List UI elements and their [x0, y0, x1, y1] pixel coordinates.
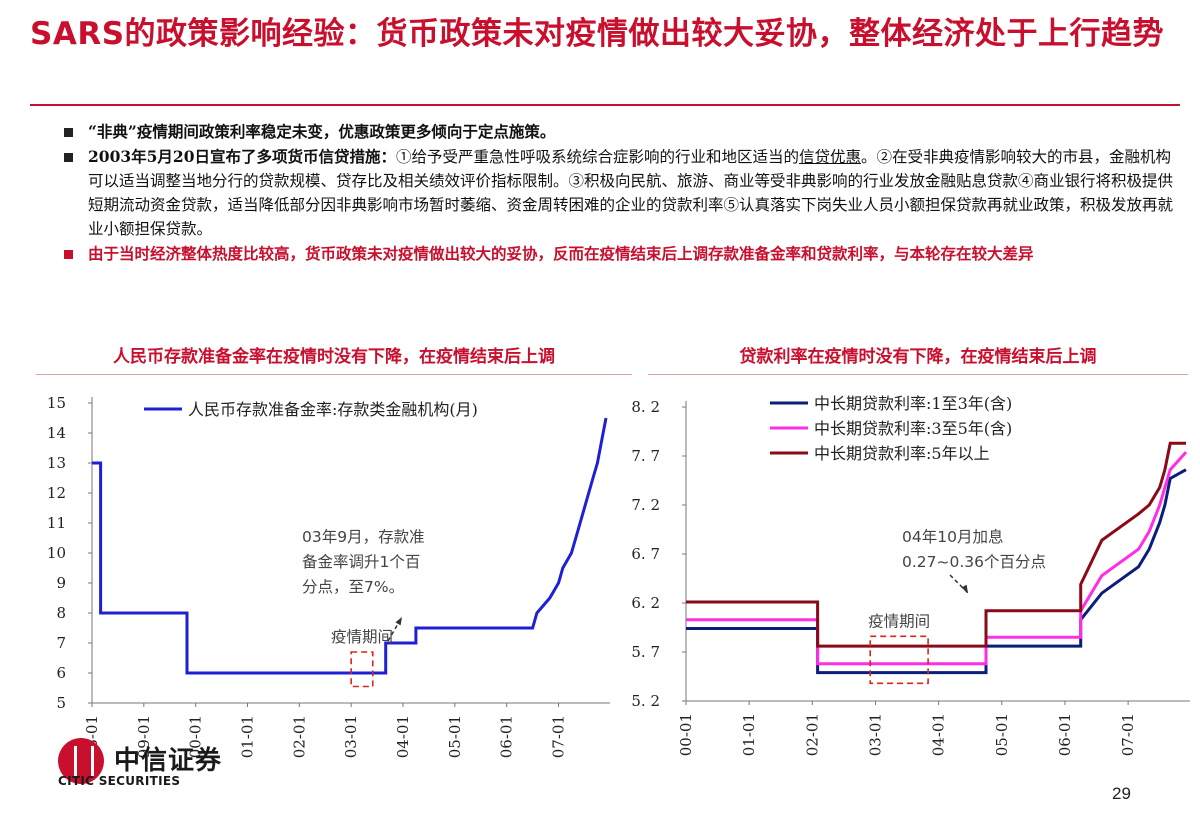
epidemic-period-label: 疫情期间	[331, 628, 393, 646]
logo-text-en: CITIC SECURITIES	[58, 774, 181, 788]
legend-label: 中长期贷款利率:5年以上	[814, 444, 990, 463]
callout-text: 0.27~0.36个百分点	[902, 553, 1046, 571]
y-tick-label: 7. 7	[631, 447, 660, 465]
y-tick-label: 6. 7	[631, 545, 660, 563]
x-tick-label: 04-01	[394, 715, 412, 758]
legend-label: 中长期贷款利率:1至3年(含)	[814, 394, 1012, 413]
callout-text: 备金率调升1个百	[302, 553, 420, 571]
page-title: SARS的政策影响经验：货币政策未对疫情做出较大妥协，整体经济处于上行趋势	[30, 16, 1165, 52]
bullet-text: “非典”疫情期间政策利率稳定未变，优惠政策更多倾向于定点施策。	[88, 122, 556, 141]
x-tick-label: 00-01	[677, 713, 695, 756]
legend-label: 人民币存款准备金率:存款类金融机构(月)	[188, 400, 478, 419]
x-tick-label: 07-01	[549, 715, 567, 758]
y-tick-label: 9	[56, 574, 66, 592]
x-tick-label: 06-01	[498, 715, 516, 758]
y-tick-label: 11	[47, 514, 66, 532]
page-number: 29	[1112, 784, 1131, 803]
x-tick-label: 03-01	[866, 713, 884, 756]
bullet-underline: 信贷优惠	[799, 148, 862, 166]
x-tick-label: 05-01	[993, 713, 1011, 756]
y-tick-label: 10	[47, 544, 66, 562]
y-tick-label: 6. 2	[631, 594, 660, 612]
series-line	[686, 451, 1188, 666]
y-tick-label: 13	[47, 454, 66, 472]
y-tick-label: 15	[47, 394, 66, 412]
citic-logo-icon	[58, 738, 104, 784]
x-tick-label: 01-01	[740, 713, 758, 756]
logo-text-cn: 中信证券	[114, 746, 223, 776]
company-logo: 中信证券 CITIC SECURITIES	[58, 738, 258, 794]
x-tick-label: 05-01	[446, 715, 464, 758]
right-chart-title: 贷款利率在疫情时没有下降，在疫情结束后上调	[648, 340, 1188, 375]
callout-text: 分点，至7%。	[302, 578, 404, 596]
x-tick-label: 02-01	[803, 713, 821, 756]
arrow-head-icon	[961, 584, 968, 593]
title-divider	[30, 104, 1180, 106]
epidemic-period-box	[869, 635, 929, 685]
callout-text: 03年9月，存款准	[302, 528, 425, 546]
arrow-head-icon	[395, 617, 402, 626]
y-tick-label: 5	[56, 694, 66, 712]
y-tick-label: 8. 2	[631, 398, 660, 416]
x-tick-label: 00-01	[187, 715, 205, 758]
bullet-text: ①给予受严重急性呼吸系统综合症影响的行业和地区适当的	[396, 148, 800, 166]
bullet-lead: 2003年5月20日宣布了多项货币信贷措施：	[88, 147, 396, 166]
legend-label: 中长期贷款利率:3至5年(含)	[814, 419, 1012, 438]
loan-rate-chart: 5. 2 5. 7 6. 2 6. 7 7. 2 7. 7 8. 2 00-01 01-01 02…	[631, 394, 1190, 756]
bullet-item: 由于当时经济整体热度比较高，货币政策未对疫情做出较大的妥协，反而在疫情结束后上调…	[64, 242, 1184, 266]
series-line	[686, 441, 1186, 648]
y-tick-label: 12	[47, 484, 66, 502]
y-tick-label: 8	[56, 604, 66, 622]
x-tick-label: 06-01	[1056, 713, 1074, 756]
x-tick-label: 99-01	[135, 715, 153, 758]
bullet-text: 由于当时经济整体热度比较高，货币政策未对疫情做出较大的妥协，反而在疫情结束后上调…	[88, 244, 1034, 263]
square-bullet-icon	[64, 250, 73, 259]
x-tick-label: 02-01	[290, 715, 308, 758]
series-line	[92, 417, 608, 675]
x-tick-label: 03-01	[342, 715, 360, 758]
x-tick-label: 04-01	[930, 713, 948, 756]
epidemic-period-label: 疫情期间	[868, 612, 930, 630]
square-bullet-icon	[64, 153, 73, 162]
callout-text: 04年10月加息	[902, 528, 1003, 546]
bullet-item: 2003年5月20日宣布了多项货币信贷措施：①给予受严重急性呼吸系统综合症影响的…	[64, 145, 1184, 241]
epidemic-period-box	[350, 651, 374, 688]
bullet-text: 。②在受非典疫情影响较大的市县，金融机构可以适当调整当地分行的贷款规模、贷存比及…	[88, 148, 1174, 238]
y-tick-label: 14	[47, 424, 66, 442]
series-line	[686, 468, 1187, 675]
left-chart-title: 人民币存款准备金率在疫情时没有下降，在疫情结束后上调	[36, 340, 632, 375]
bullet-item: “非典”疫情期间政策利率稳定未变，优惠政策更多倾向于定点施策。	[64, 120, 1184, 144]
square-bullet-icon	[64, 128, 73, 137]
y-tick-label: 5. 2	[631, 692, 660, 710]
y-tick-label: 5. 7	[631, 643, 660, 661]
y-tick-label: 7. 2	[631, 496, 660, 514]
x-tick-label: 01-01	[238, 715, 256, 758]
y-tick-label: 7	[56, 634, 66, 652]
bullet-list: “非典”疫情期间政策利率稳定未变，优惠政策更多倾向于定点施策。 2003年5月2…	[64, 120, 1184, 267]
x-tick-label: 07-01	[1119, 713, 1137, 756]
y-tick-label: 6	[56, 664, 66, 682]
